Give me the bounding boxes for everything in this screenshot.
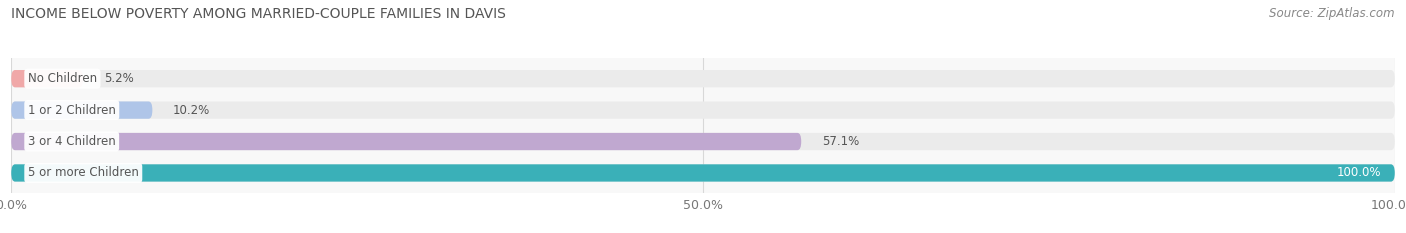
FancyBboxPatch shape: [11, 133, 801, 150]
FancyBboxPatch shape: [11, 101, 152, 119]
Text: 100.0%: 100.0%: [1337, 166, 1381, 179]
Text: Source: ZipAtlas.com: Source: ZipAtlas.com: [1270, 7, 1395, 20]
Text: No Children: No Children: [28, 72, 97, 85]
FancyBboxPatch shape: [11, 70, 1395, 87]
FancyBboxPatch shape: [11, 164, 1395, 182]
Text: 10.2%: 10.2%: [173, 104, 211, 116]
Text: 5.2%: 5.2%: [104, 72, 134, 85]
FancyBboxPatch shape: [11, 164, 1395, 182]
FancyBboxPatch shape: [11, 101, 1395, 119]
Text: 3 or 4 Children: 3 or 4 Children: [28, 135, 115, 148]
FancyBboxPatch shape: [11, 133, 1395, 150]
Text: 5 or more Children: 5 or more Children: [28, 166, 139, 179]
Text: 1 or 2 Children: 1 or 2 Children: [28, 104, 115, 116]
Text: INCOME BELOW POVERTY AMONG MARRIED-COUPLE FAMILIES IN DAVIS: INCOME BELOW POVERTY AMONG MARRIED-COUPL…: [11, 7, 506, 21]
FancyBboxPatch shape: [11, 70, 83, 87]
Text: 57.1%: 57.1%: [823, 135, 859, 148]
